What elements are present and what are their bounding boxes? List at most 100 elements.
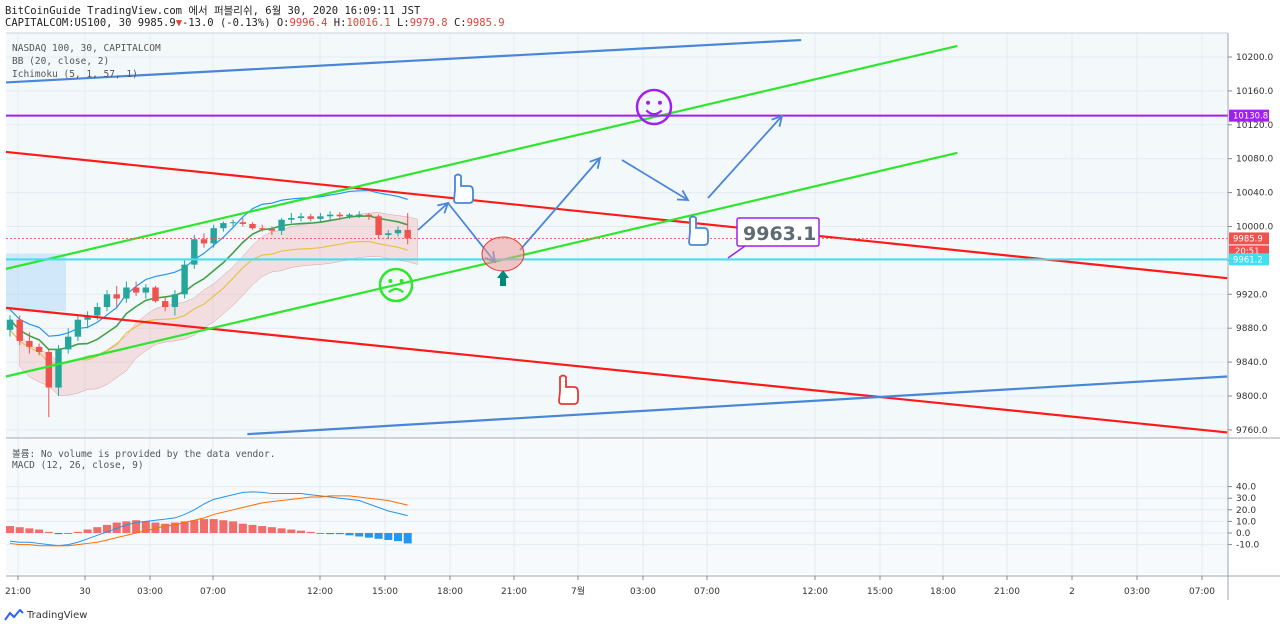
candle-body <box>336 214 343 217</box>
x-tick-label: 21:00 <box>994 587 1020 597</box>
drawings: 9963.1 <box>5 38 1228 436</box>
candle-body <box>152 287 159 302</box>
x-tick-label: 2 <box>1069 587 1075 597</box>
candle-body <box>74 319 82 337</box>
x-tick-label: 18:00 <box>437 587 463 597</box>
trend-line <box>5 38 802 84</box>
macd-histogram-bar <box>267 527 276 533</box>
candle-body <box>113 294 120 299</box>
smiley-happy-icon-mouth <box>645 109 663 116</box>
y-tick-label: 10200.0 <box>1236 53 1273 63</box>
candle-body <box>404 229 411 239</box>
close-value: 9985.9 <box>466 17 505 29</box>
candle-body <box>288 218 295 220</box>
candle-body <box>210 228 217 244</box>
legend-macd[interactable]: MACD (12, 26, close, 9) <box>12 460 144 471</box>
candle-body <box>171 294 179 308</box>
macd-pane <box>6 491 412 547</box>
macd-histogram-bar <box>200 519 208 533</box>
candle-body <box>191 239 198 265</box>
path-arrow <box>417 202 449 231</box>
path-arrow <box>621 159 689 201</box>
candle-body <box>356 214 363 216</box>
low-value: 9979.8 <box>409 17 448 29</box>
purple-level-label: 10130.8 <box>1233 112 1268 122</box>
x-tick-label: 12:00 <box>802 587 828 597</box>
y-tick-label: 9840.0 <box>1236 358 1268 368</box>
macd-tick-label: 10.0 <box>1236 517 1256 527</box>
candle-body <box>35 346 43 352</box>
macd-histogram-bar <box>170 522 179 533</box>
candle-body <box>307 216 314 219</box>
macd-histogram-bar <box>103 524 111 533</box>
up-arrow-icon <box>497 270 509 286</box>
bb-basis-line <box>9 215 408 351</box>
smiley-sad-icon <box>378 267 414 303</box>
x-tick-label: 03:00 <box>1124 587 1150 597</box>
pointing-hand-icon <box>453 173 474 204</box>
high-label: H: <box>333 17 347 29</box>
tradingview-logo-text: TradingView <box>27 609 88 621</box>
macd-histogram-bar <box>316 533 325 534</box>
countdown-label: 20:51 <box>1235 247 1260 257</box>
legend-bb[interactable]: BB (20, close, 2) <box>12 56 110 67</box>
candle-body <box>365 214 373 217</box>
candle-body <box>346 214 353 217</box>
candle-body <box>16 319 23 341</box>
pointing-hand-icon <box>688 215 709 246</box>
candle-body <box>6 319 14 330</box>
cyan-level-label-bg <box>1229 253 1269 266</box>
macd-tick-label: 20.0 <box>1236 506 1256 516</box>
macd-tick-label: 30.0 <box>1236 494 1256 504</box>
x-tick-label: 21:00 <box>5 587 31 597</box>
arrow-head <box>676 190 690 201</box>
macd-histogram-bar <box>44 531 53 533</box>
purple-level-label-bg <box>1229 109 1269 122</box>
high-value: 10016.1 <box>346 17 391 29</box>
macd-histogram-bar <box>141 521 150 533</box>
macd-histogram-bar <box>297 530 305 533</box>
candle-body <box>26 340 33 347</box>
legend-ichimoku[interactable]: Ichimoku (5, 1, 57, 1) <box>12 69 138 80</box>
macd-histogram-bar <box>229 521 238 533</box>
grid <box>6 33 1228 576</box>
macd-histogram-bar <box>6 526 14 533</box>
trend-line <box>5 44 958 270</box>
y-tick-label: 10160.0 <box>1236 87 1273 97</box>
candle-body <box>123 287 130 299</box>
y-tick-label: 10080.0 <box>1236 155 1273 165</box>
y-tick-label: 9800.0 <box>1236 392 1268 402</box>
macd-tick-label: -10.0 <box>1236 541 1260 551</box>
y-tick-label: 9880.0 <box>1236 324 1268 334</box>
candle-body <box>297 216 305 219</box>
macd-histogram-bar <box>112 522 121 533</box>
y-tick-label: 10040.0 <box>1236 189 1273 199</box>
candles <box>6 211 411 418</box>
candle-body <box>162 301 169 308</box>
highlight-oval <box>481 236 525 272</box>
candle-body <box>317 216 324 219</box>
arrow-head <box>771 114 784 127</box>
arrow-head <box>589 156 602 169</box>
legend-title: NASDAQ 100, 30, CAPITALCOM <box>12 43 161 54</box>
tradingview-logo[interactable]: TradingView <box>4 609 87 621</box>
x-tick-label: 07:00 <box>1189 587 1215 597</box>
price-pane-bg <box>6 33 1228 437</box>
candle-body <box>385 233 392 235</box>
low-label: L: <box>397 17 410 29</box>
candle-body <box>268 229 276 231</box>
macd-pane-bg <box>6 440 1228 574</box>
candle-body <box>394 229 402 234</box>
close-label: C: <box>453 17 467 29</box>
trend-line <box>5 150 1228 280</box>
ohlc-bar: CAPITALCOM:US100, 30 9985.9▼-13.0 (-0.13… <box>5 17 505 29</box>
candle-body <box>55 349 62 388</box>
candle-body <box>220 223 227 229</box>
candle-body <box>200 239 208 244</box>
countdown-bg <box>1229 245 1269 257</box>
x-tick-label: 7월 <box>571 585 585 597</box>
y-tick-label: 10120.0 <box>1236 121 1273 131</box>
macd-histogram-bar <box>35 529 44 533</box>
macd-tick-label: 40.0 <box>1236 483 1256 493</box>
